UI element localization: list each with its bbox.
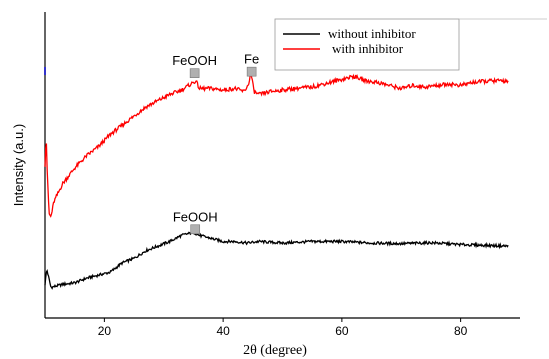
series-line-without-inhibitor: [44, 229, 509, 290]
x-ticks: 20 40 60 80: [98, 318, 468, 338]
y-axis-blue-mark: [44, 67, 46, 75]
x-tick-label: 20: [98, 324, 112, 338]
x-tick-label: 60: [335, 324, 349, 338]
x-tick-label: 40: [216, 324, 230, 338]
peak-marker: [190, 224, 201, 235]
series-layer: [44, 71, 509, 290]
peak-label: FeOOH: [172, 53, 217, 68]
x-axis-label: 2θ (degree): [243, 343, 307, 358]
legend: without inhibitor with inhibitor: [274, 18, 547, 71]
peak-label: Fe: [244, 52, 259, 67]
legend-label-with-inhibitor: with inhibitor: [332, 41, 404, 56]
legend-box: [274, 18, 460, 71]
series-line-with-inhibitor: [44, 71, 509, 218]
x-tick-label: 80: [454, 324, 468, 338]
legend-label-without-inhibitor: without inhibitor: [328, 26, 416, 41]
peak-marker: [189, 68, 200, 78]
peak-label: FeOOH: [173, 209, 218, 224]
peak-marker: [246, 66, 257, 77]
annotation-layer: FeOOH Fe FeOOH: [172, 52, 259, 235]
y-axis-label: Intensity (a.u.): [11, 124, 26, 206]
